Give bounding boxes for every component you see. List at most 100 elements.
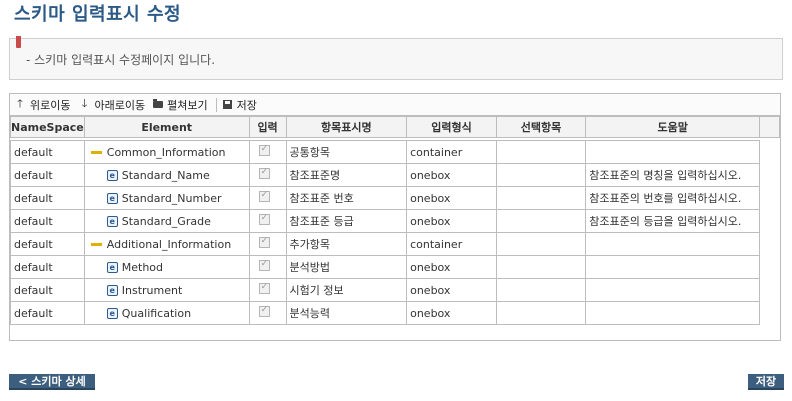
col-header-namespace: NameSpace: [10, 116, 85, 138]
col-header-input: 입력: [248, 116, 287, 138]
label-cell[interactable]: 참조표준명: [285, 163, 408, 187]
move-up-button[interactable]: 🡑 위로이동: [14, 95, 70, 114]
element-cell[interactable]: Additional_Information: [83, 232, 250, 256]
filler-cell: [759, 140, 780, 164]
help-cell[interactable]: 참조표준의 번호를 입력하십시오.: [585, 186, 761, 210]
col-header-element: Element: [83, 116, 250, 138]
input-checkbox[interactable]: [258, 259, 270, 271]
element-cell[interactable]: e Qualification: [83, 301, 250, 325]
help-cell[interactable]: [585, 278, 761, 302]
input-checkbox[interactable]: [258, 213, 270, 225]
input-cell: [248, 255, 287, 279]
input-checkbox[interactable]: [258, 167, 270, 179]
choice-cell[interactable]: [495, 140, 587, 164]
col-header-help: 도움말: [585, 116, 761, 138]
filler-cell: [759, 186, 780, 210]
format-cell[interactable]: onebox: [406, 301, 497, 325]
element-e-icon: e: [106, 284, 118, 296]
help-cell[interactable]: [585, 301, 761, 325]
schema-detail-button[interactable]: < 스키마 상세: [9, 374, 95, 390]
col-header-choice: 선택항목: [495, 116, 587, 138]
label-cell[interactable]: 공통항목: [285, 140, 408, 164]
element-cell[interactable]: e Standard_Name: [83, 163, 250, 187]
help-cell[interactable]: [585, 255, 761, 279]
filler-cell: [759, 232, 780, 256]
col-header-format: 입력형식: [406, 116, 497, 138]
label-cell[interactable]: 분석방법: [285, 255, 408, 279]
element-cell[interactable]: e Standard_Grade: [83, 209, 250, 233]
element-name: Instrument: [121, 283, 183, 297]
table-header-row: NameSpace Element 입력 항목표시명 입력형식 선택항목 도움말: [10, 116, 780, 138]
input-checkbox[interactable]: [258, 305, 270, 317]
input-cell: [248, 232, 287, 256]
format-cell[interactable]: onebox: [406, 163, 497, 187]
filler-cell: [759, 209, 780, 233]
move-down-label: 아래로이동: [94, 98, 146, 112]
element-cell[interactable]: e Method: [83, 255, 250, 279]
input-checkbox[interactable]: [258, 190, 270, 202]
help-cell[interactable]: 참조표준의 등급을 입력하십시오.: [585, 209, 761, 233]
format-cell[interactable]: container: [406, 140, 497, 164]
choice-cell[interactable]: [495, 255, 587, 279]
col-header-filler: [759, 116, 780, 138]
table-row[interactable]: default Additional_Information 추가항목contain…: [10, 232, 780, 256]
choice-cell[interactable]: [495, 163, 587, 187]
input-cell: [248, 186, 287, 210]
element-cell[interactable]: Common_Information: [83, 140, 250, 164]
label-cell[interactable]: 분석능력: [285, 301, 408, 325]
element-name: Qualification: [121, 306, 192, 320]
toolbar-save-button[interactable]: 저장: [222, 97, 257, 113]
input-checkbox[interactable]: [258, 144, 270, 156]
filler-cell: [759, 301, 780, 325]
toolbar-separator: [215, 97, 217, 112]
input-cell: [248, 301, 287, 325]
choice-cell[interactable]: [495, 301, 587, 325]
element-e-icon: e: [106, 261, 118, 273]
choice-cell[interactable]: [495, 232, 587, 256]
help-cell[interactable]: 참조표준의 명칭을 입력하십시오.: [585, 163, 761, 187]
help-cell[interactable]: [585, 140, 761, 164]
element-cell[interactable]: e Instrument: [83, 278, 250, 302]
element-name: Standard_Name: [121, 168, 210, 182]
format-cell[interactable]: onebox: [406, 255, 497, 279]
choice-cell[interactable]: [495, 278, 587, 302]
label-cell[interactable]: 참조표준 번호: [285, 186, 408, 210]
expand-label: 펼쳐보기: [167, 98, 208, 112]
input-checkbox[interactable]: [258, 236, 270, 248]
input-checkbox[interactable]: [258, 282, 270, 294]
namespace-cell: default: [10, 232, 85, 256]
format-cell[interactable]: onebox: [406, 278, 497, 302]
element-name: Common_Information: [106, 145, 226, 159]
label-cell[interactable]: 시험기 정보: [285, 278, 408, 302]
namespace-cell: default: [10, 278, 85, 302]
label-cell[interactable]: 추가항목: [285, 232, 408, 256]
input-cell: [248, 209, 287, 233]
floppy-disk-icon: [222, 100, 232, 109]
element-name: Standard_Grade: [121, 214, 211, 228]
format-cell[interactable]: container: [406, 232, 497, 256]
move-down-button[interactable]: 🡓 아래로이동: [78, 95, 145, 114]
namespace-cell: default: [10, 255, 85, 279]
input-cell: [248, 140, 287, 164]
label-cell[interactable]: 참조표준 등급: [285, 209, 408, 233]
choice-cell[interactable]: [495, 186, 587, 210]
format-cell[interactable]: onebox: [406, 209, 497, 233]
element-cell[interactable]: e Standard_Number: [83, 186, 250, 210]
save-button[interactable]: 저장: [748, 374, 784, 390]
group-marker-icon: [90, 150, 102, 154]
expand-button[interactable]: 펼쳐보기: [153, 97, 208, 113]
help-cell[interactable]: [585, 232, 761, 256]
format-cell[interactable]: onebox: [406, 186, 497, 210]
filler-cell: [759, 278, 780, 302]
input-cell: [248, 278, 287, 302]
namespace-cell: default: [10, 186, 85, 210]
namespace-cell: default: [10, 301, 85, 325]
choice-cell[interactable]: [495, 209, 587, 233]
